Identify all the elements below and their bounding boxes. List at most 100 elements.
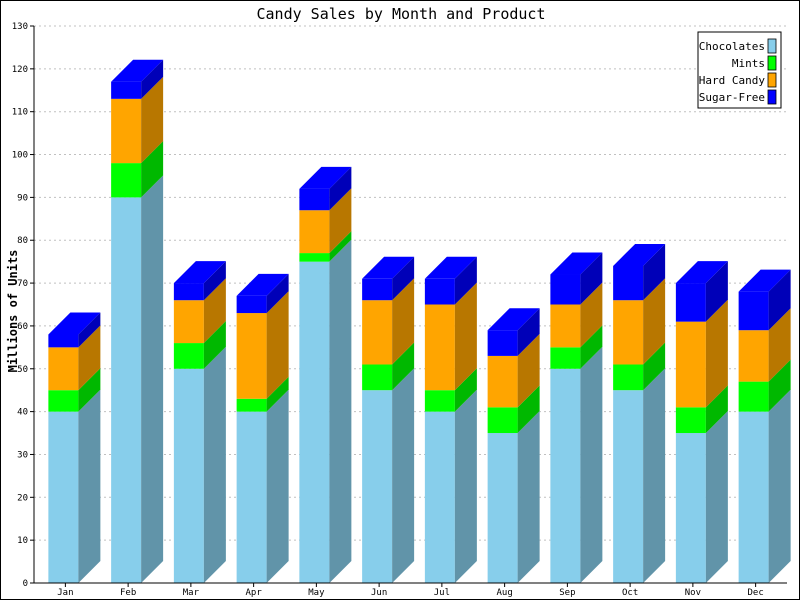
bar-side (141, 175, 164, 583)
bar-side (705, 299, 728, 408)
bar-segment (299, 188, 330, 211)
bar-segment (613, 300, 644, 365)
legend-box (697, 31, 782, 109)
bar-side (78, 368, 101, 412)
y-tick-label: 50 (17, 365, 28, 375)
bar-segment (111, 197, 142, 583)
bar-side (580, 325, 603, 369)
bar-segment (550, 347, 581, 369)
bar-segment (173, 368, 204, 583)
bar-side (705, 385, 728, 434)
bar-segment (424, 411, 455, 583)
bar-side (203, 346, 226, 583)
x-tick-label: Feb (120, 588, 136, 598)
bar-segment (613, 390, 644, 583)
bar-stack (299, 166, 352, 583)
x-tick-label: Jul (434, 588, 450, 598)
bar-side (266, 389, 289, 583)
y-tick-label: 40 (17, 408, 28, 418)
bar-segment (362, 364, 393, 391)
bar-side (517, 411, 540, 583)
bar-segment (487, 355, 518, 408)
y-tick-label: 90 (17, 193, 28, 203)
bar-segment (424, 304, 455, 391)
bar-stack (675, 261, 728, 583)
legend: Chocolates Mints Hard Candy Sugar-Free (697, 31, 782, 109)
bar-segment (173, 300, 204, 344)
y-tick-label: 30 (17, 450, 28, 460)
y-tick-label: 130 (12, 22, 28, 32)
bar-stack (362, 256, 415, 583)
bar-side (517, 333, 540, 408)
legend-label: Chocolates (699, 40, 765, 53)
bar-side (768, 269, 791, 331)
chart-title: Candy Sales by Month and Product (257, 5, 546, 23)
x-tick-label: Dec (747, 588, 763, 598)
bar-side (392, 342, 415, 391)
bar-stack (613, 243, 666, 583)
x-tick-label: May (308, 588, 325, 598)
bar-side (517, 308, 540, 356)
bar-top (111, 59, 164, 82)
legend-swatch (767, 55, 777, 71)
bar-side (266, 376, 289, 412)
y-tick-label: 120 (12, 65, 28, 75)
bar-side (266, 273, 289, 314)
bar-side (643, 243, 666, 301)
y-tick-label: 10 (17, 536, 28, 546)
bar-side (392, 368, 415, 583)
bar-side (329, 188, 352, 254)
x-tick-label: Oct (622, 588, 638, 598)
bar-side (203, 278, 226, 344)
bar-segment (738, 291, 769, 331)
x-tick-label: Jan (57, 588, 73, 598)
bar-segment (236, 313, 267, 399)
bar-side (454, 282, 477, 391)
x-tick-label: Nov (685, 588, 701, 598)
y-tick-label: 100 (12, 151, 28, 161)
bar-top (613, 243, 666, 266)
bar-segment (675, 433, 706, 583)
y-axis-label: Millions of Units (6, 250, 20, 373)
bar-segment (487, 407, 518, 434)
bar-segment (299, 261, 330, 583)
bar-segment (613, 364, 644, 391)
bar-segment (299, 253, 330, 262)
bar-segment (738, 330, 769, 382)
bar-segment (613, 265, 644, 301)
bar-stack (48, 312, 101, 583)
bar-segment (550, 304, 581, 348)
legend-swatch (767, 89, 777, 105)
bar-side (392, 278, 415, 365)
bar-segment (362, 300, 393, 365)
legend-swatch (767, 72, 777, 88)
bar-segment (738, 381, 769, 412)
bar-segment (487, 433, 518, 583)
bar-stack (550, 252, 603, 583)
y-ticks: 0 10 20 30 40 50 60 70 80 90 100 110 120 130 (12, 22, 34, 589)
bar-side (580, 346, 603, 583)
x-tick-label: Jun (371, 588, 387, 598)
bar-stack (111, 59, 164, 583)
bar-side (329, 239, 352, 583)
bar-segment (738, 411, 769, 583)
bar-side (141, 59, 164, 99)
bar-side (329, 166, 352, 211)
bar-side (141, 76, 164, 164)
bar-side (580, 282, 603, 348)
bar-side (517, 385, 540, 434)
bar-segment (550, 368, 581, 583)
bar-segment (173, 283, 204, 301)
bars (48, 59, 791, 583)
legend-label: Hard Candy (699, 74, 766, 87)
bar-segment (675, 321, 706, 408)
legend-label: Sugar-Free (699, 91, 765, 104)
bar-side (768, 308, 791, 382)
bar-top (299, 166, 352, 189)
bar-segment (550, 274, 581, 305)
bar-segment (48, 347, 79, 391)
bar-side (203, 261, 226, 301)
bar-segment (236, 411, 267, 583)
bar-stack (424, 256, 477, 583)
